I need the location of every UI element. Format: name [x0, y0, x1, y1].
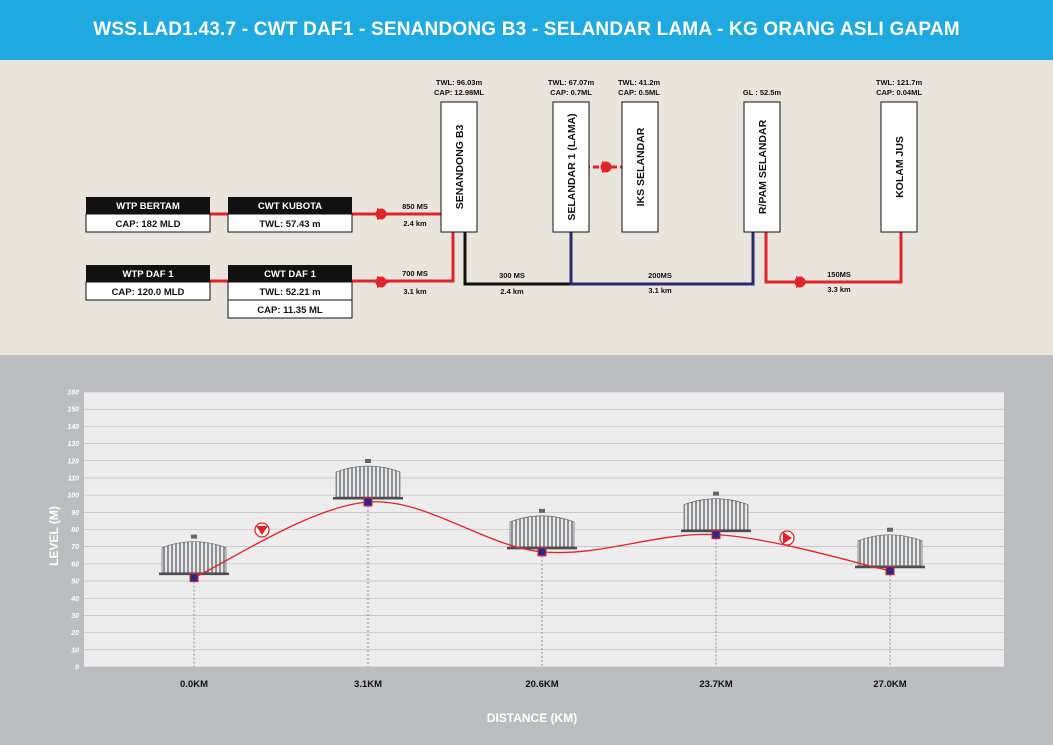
pump-icon-3 — [600, 161, 615, 173]
pipe-label-size: 700 MS — [402, 269, 428, 278]
tank-icons — [159, 459, 925, 576]
data-point — [537, 547, 547, 557]
y-tick-label: 80 — [71, 527, 79, 534]
source-name: WTP BERTAM — [116, 201, 180, 212]
pipe-150ms — [764, 232, 903, 284]
data-point — [885, 566, 895, 576]
tower-info-1: TWL: 41.2m — [618, 78, 660, 87]
reservoir-capacity: CAP: 11.35 ML — [257, 305, 323, 316]
source-name: WTP DAF 1 — [122, 269, 174, 280]
reservoir-twl: TWL: 57.43 m — [259, 219, 320, 230]
pipe-label-size: 150MS — [827, 270, 851, 279]
reservoir-name: CWT KUBOTA — [258, 201, 322, 212]
x-axis-labels: 0.0KM 3.1KM 20.6KM 23.7KM 27.0KM — [180, 679, 907, 690]
data-point — [189, 573, 199, 583]
x-tick-label: 27.0KM — [873, 679, 906, 690]
y-tick-label: 110 — [68, 475, 79, 482]
drop-lines — [193, 502, 891, 667]
source-capacity: CAP: 182 MLD — [116, 219, 181, 230]
source-capacity: CAP: 120.0 MLD — [112, 287, 185, 298]
data-point — [711, 530, 721, 540]
pipe-label-size: 300 MS — [499, 271, 525, 280]
reservoir-twl: TWL: 52.21 m — [259, 287, 320, 298]
x-tick-label: 0.0KM — [180, 679, 208, 690]
y-tick-label: 40 — [70, 596, 79, 603]
y-tick-label: 30 — [71, 613, 79, 620]
tower-info-1: GL : 52.5m — [743, 88, 782, 97]
data-points — [189, 497, 895, 583]
reservoir-cwt-kubota: CWT KUBOTA TWL: 57.43 m — [227, 197, 353, 233]
tower-info-2: CAP: 12.98ML — [434, 88, 484, 97]
y-tick-label: 0 — [75, 665, 79, 672]
y-tick-label: 20 — [70, 630, 79, 637]
pipe-200ms — [569, 232, 755, 286]
pump-icon — [254, 522, 270, 538]
reservoir-name: CWT DAF 1 — [264, 269, 316, 280]
tower-info-2: CAP: 0.5ML — [618, 88, 660, 97]
y-axis-ticks: 0 10 20 30 40 50 60 70 80 90 100 110 120 130 140 150 160 — [67, 390, 79, 672]
page-title: WSS.LAD1.43.7 - CWT DAF1 - SENANDONG B3 … — [93, 19, 960, 40]
reservoir-cwt-daf-1: CWT DAF 1 TWL: 52.21 m CAP: 11.35 ML — [227, 265, 353, 319]
tower-info-1: TWL: 121.7m — [876, 78, 923, 87]
y-tick-label: 100 — [67, 493, 79, 500]
tower-name: SENANDONG B3 — [454, 125, 466, 210]
tower-name: IKS SELANDAR — [635, 127, 647, 206]
pipe-label-length: 3.1 km — [648, 286, 672, 295]
y-tick-label: 90 — [71, 510, 79, 517]
tower-name: R/PAM SELANDAR — [757, 119, 769, 214]
data-point — [363, 497, 373, 507]
pump-icon-2 — [375, 276, 390, 288]
tower-kolam-jus: TWL: 121.7m CAP: 0.04ML KOLAM JUS — [876, 78, 923, 233]
x-tick-label: 20.6KM — [525, 679, 558, 690]
tower-rpam-selandar: GL : 52.5m R/PAM SELANDAR — [743, 88, 782, 233]
tower-info-2: CAP: 0.04ML — [876, 88, 922, 97]
tower-senandong-b3: TWL: 96.03m CAP: 12.98ML SENANDONG B3 — [434, 78, 484, 233]
x-tick-label: 3.1KM — [354, 679, 382, 690]
y-tick-label: 60 — [71, 561, 79, 568]
tower-info-1: TWL: 67.07m — [548, 78, 595, 87]
y-tick-label: 150 — [67, 407, 79, 414]
profile-pumps — [254, 522, 795, 546]
y-tick-label: 120 — [67, 458, 79, 465]
x-tick-label: 23.7KM — [699, 679, 732, 690]
pipe-label-length: 3.3 km — [827, 285, 851, 294]
tower-selandar-1-lama: TWL: 67.07m CAP: 0.7ML SELANDAR 1 (LAMA) — [548, 78, 595, 233]
y-tick-label: 130 — [67, 441, 79, 448]
y-axis-title: LEVEL (M) — [47, 506, 61, 566]
tower-info-2: CAP: 0.7ML — [550, 88, 592, 97]
y-tick-label: 160 — [67, 390, 79, 397]
pump-icon-4 — [794, 276, 809, 288]
tower-name: KOLAM JUS — [894, 136, 906, 198]
pump-icon-1 — [375, 208, 390, 220]
tower-iks-selandar: TWL: 41.2m CAP: 0.5ML IKS SELANDAR — [618, 78, 660, 233]
pipe-label-length: 2.4 km — [403, 219, 427, 228]
source-wtp-daf-1: WTP DAF 1 CAP: 120.0 MLD — [85, 265, 211, 301]
x-axis-title: DISTANCE (KM) — [487, 711, 577, 725]
pump-icon — [779, 530, 795, 546]
pipe-300ms — [463, 232, 571, 286]
source-wtp-bertam: WTP BERTAM CAP: 182 MLD — [85, 197, 211, 233]
pipe-label-size: 850 MS — [402, 202, 428, 211]
y-tick-label: 10 — [71, 647, 79, 654]
tower-name: SELANDAR 1 (LAMA) — [566, 113, 578, 220]
pipe-label-length: 2.4 km — [500, 287, 524, 296]
tower-info-1: TWL: 96.03m — [436, 78, 483, 87]
y-tick-label: 70 — [71, 544, 79, 551]
header-bar — [0, 0, 1053, 60]
pipe-label-length: 3.1 km — [403, 287, 427, 296]
y-tick-label: 140 — [67, 424, 79, 431]
pipe-label-size: 200MS — [648, 271, 672, 280]
y-tick-label: 50 — [71, 579, 79, 586]
